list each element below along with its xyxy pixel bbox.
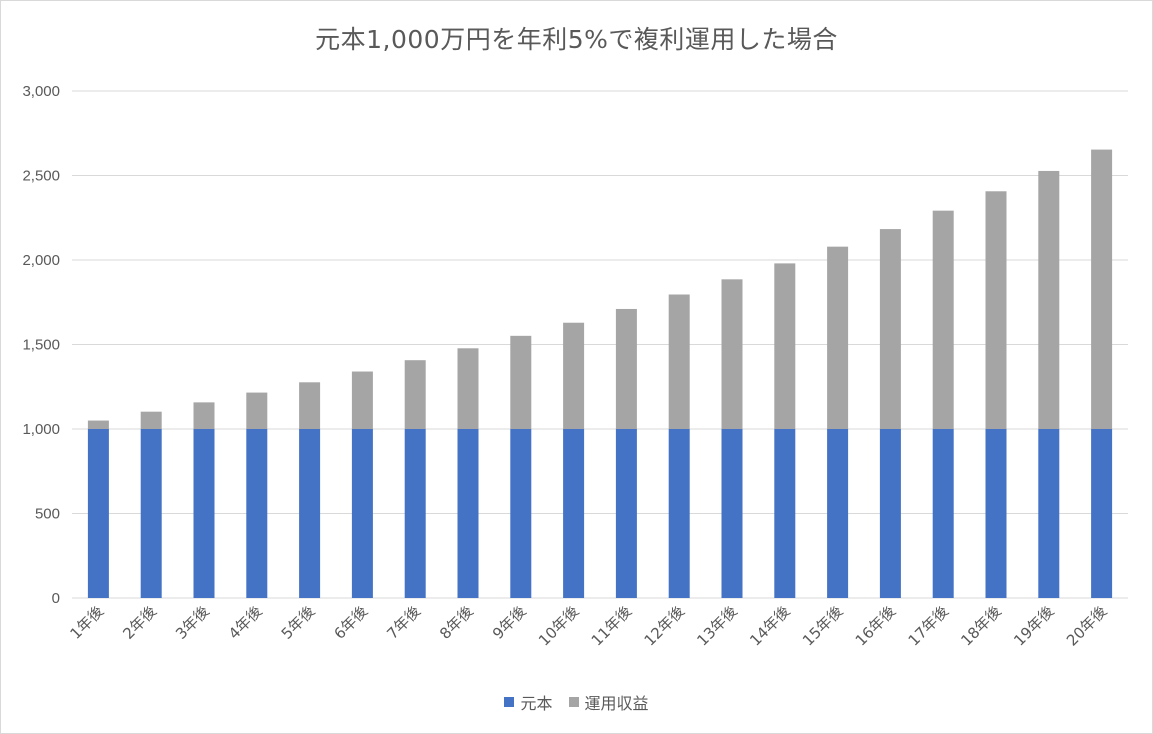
bar-returns — [1091, 149, 1113, 430]
bar-principal — [721, 429, 743, 598]
x-tick-label: 12年後 — [641, 602, 688, 649]
x-tick-label: 3年後 — [172, 602, 213, 643]
y-tick-label: 1,000 — [22, 421, 60, 438]
x-tick-label: 9年後 — [489, 602, 530, 643]
bar-principal — [457, 429, 479, 598]
legend-label-returns: 運用収益 — [584, 694, 649, 713]
y-tick-label: 2,500 — [22, 168, 60, 185]
bar-returns — [299, 382, 321, 429]
bar-principal — [246, 429, 268, 598]
legend-label-principal: 元本 — [520, 694, 553, 713]
bar-principal — [563, 429, 585, 598]
x-tick-label: 11年後 — [588, 602, 635, 649]
bar-returns — [615, 308, 637, 429]
x-tick-label: 7年後 — [383, 602, 424, 643]
legend: 元本 運用収益 — [0, 690, 1153, 714]
bar-returns — [193, 402, 215, 429]
bar-returns — [351, 371, 373, 429]
bar-returns — [87, 420, 109, 429]
legend-item-principal: 元本 — [504, 690, 553, 714]
legend-swatch-returns — [568, 697, 579, 707]
bar-returns — [932, 210, 954, 429]
x-tick-label: 20年後 — [1063, 602, 1110, 649]
bar-principal — [87, 429, 109, 598]
bar-returns — [721, 279, 743, 429]
y-tick-label: 2,000 — [22, 252, 60, 269]
bar-principal — [668, 429, 690, 598]
x-tick-label: 17年後 — [905, 602, 952, 649]
bar-principal — [404, 429, 426, 598]
x-tick-label: 19年後 — [1010, 602, 1057, 649]
bar-principal — [510, 429, 532, 598]
x-tick-label: 6年後 — [331, 602, 372, 643]
bar-principal — [985, 429, 1007, 598]
bar-principal — [615, 429, 637, 598]
bar-returns — [563, 322, 585, 429]
x-tick-label: 13年後 — [693, 602, 740, 649]
bar-principal — [932, 429, 954, 598]
x-tick-label: 5年後 — [278, 602, 319, 643]
x-tick-label: 15年後 — [799, 602, 846, 649]
x-tick-label: 8年後 — [436, 602, 477, 643]
bar-principal — [140, 429, 162, 598]
y-tick-label: 500 — [35, 506, 60, 523]
y-tick-label: 1,500 — [22, 337, 60, 354]
bar-returns — [827, 246, 849, 429]
x-tick-label: 14年後 — [746, 602, 793, 649]
bar-returns — [668, 294, 690, 429]
bar-returns — [246, 392, 268, 429]
bar-principal — [827, 429, 849, 598]
bar-returns — [774, 263, 796, 429]
bar-principal — [351, 429, 373, 598]
legend-item-returns: 運用収益 — [568, 690, 649, 714]
bar-principal — [299, 429, 321, 598]
bar-returns — [985, 191, 1007, 429]
bar-returns — [1038, 170, 1060, 429]
bar-returns — [404, 360, 426, 429]
bar-principal — [774, 429, 796, 598]
bar-returns — [879, 229, 901, 429]
x-tick-label: 18年後 — [957, 602, 1004, 649]
y-tick-label: 0 — [52, 590, 60, 607]
bar-returns — [457, 348, 479, 429]
bar-returns — [510, 335, 532, 429]
legend-swatch-principal — [504, 697, 515, 707]
bar-principal — [879, 429, 901, 598]
x-tick-label: 10年後 — [535, 602, 582, 649]
bar-principal — [193, 429, 215, 598]
x-tick-label: 4年後 — [225, 602, 266, 643]
chart-title: 元本1,000万円を年利5%で複利運用した場合 — [315, 25, 838, 54]
x-tick-label: 1年後 — [67, 602, 108, 643]
x-tick-label: 16年後 — [852, 602, 899, 649]
bar-principal — [1038, 429, 1060, 598]
bar-returns — [140, 411, 162, 429]
y-tick-label: 3,000 — [22, 83, 60, 100]
bar-principal — [1091, 429, 1113, 598]
x-tick-label: 2年後 — [119, 602, 160, 643]
